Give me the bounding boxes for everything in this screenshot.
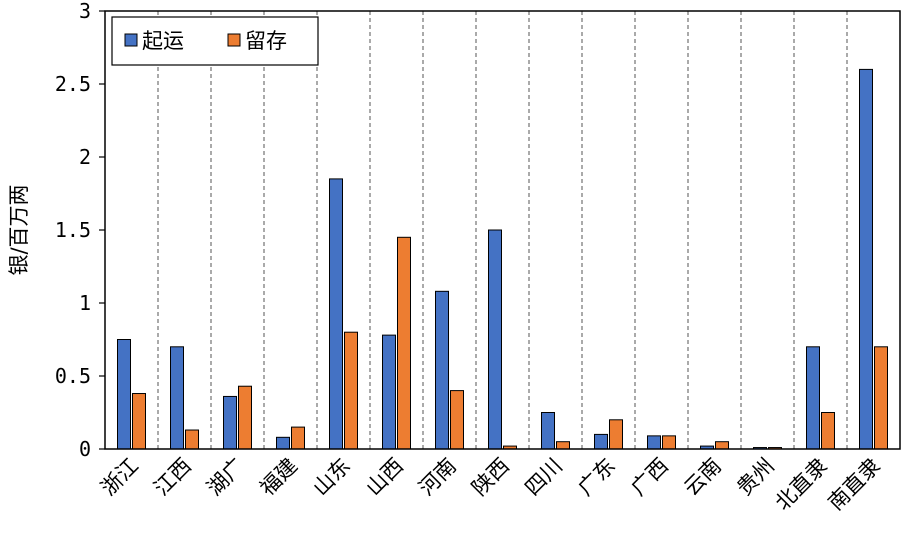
bar-series1-10: [647, 435, 661, 450]
y-tick-label: 1: [79, 291, 91, 315]
legend-label-series2: 留存: [245, 29, 287, 53]
bar-series2-6: [450, 390, 464, 450]
bar-series1-0: [117, 339, 131, 450]
y-axis-ticks: 0 0.5 1 1.5 2 2.5 3: [55, 0, 105, 461]
legend-swatch-series1: [124, 33, 138, 47]
bar-series1-8: [541, 412, 555, 450]
bar-series1-1: [170, 346, 184, 450]
bar-series2-11: [715, 441, 729, 450]
y-tick-label: 0.5: [55, 364, 91, 388]
bar-series1-6: [435, 290, 449, 450]
bar-series2-4: [344, 331, 358, 450]
legend-box: [111, 16, 319, 66]
legend: 起运 留存: [111, 16, 319, 66]
bar-series1-9: [594, 433, 608, 450]
bar-series2-5: [397, 236, 411, 450]
y-tick-label: 2: [79, 145, 91, 169]
bar-series2-2: [238, 385, 252, 450]
bar-series2-3: [291, 426, 305, 450]
bar-series1-2: [223, 395, 237, 450]
legend-swatch-series2: [227, 33, 241, 47]
category-separators: [157, 11, 848, 449]
y-tick-label: 2.5: [55, 72, 91, 96]
bar-series2-1: [185, 429, 199, 450]
bar-series2-13: [821, 412, 835, 450]
bar-series2-0: [132, 393, 146, 450]
bar-series2-8: [556, 441, 570, 450]
bar-series1-7: [488, 229, 502, 450]
legend-label-series1: 起运: [142, 29, 184, 53]
bar-series2-10: [662, 435, 676, 450]
bar-series2-14: [874, 346, 888, 450]
y-tick-label: 0: [79, 437, 91, 461]
bar-series1-14: [859, 68, 873, 450]
bar-series2-9: [609, 419, 623, 450]
bar-series1-13: [806, 346, 820, 450]
y-tick-label: 1.5: [55, 218, 91, 242]
y-tick-label: 3: [79, 0, 91, 23]
bar-series1-4: [329, 178, 343, 450]
bar-series1-3: [276, 436, 290, 450]
y-axis-title: 银/百万两: [7, 184, 31, 275]
bar-series1-5: [382, 334, 396, 450]
